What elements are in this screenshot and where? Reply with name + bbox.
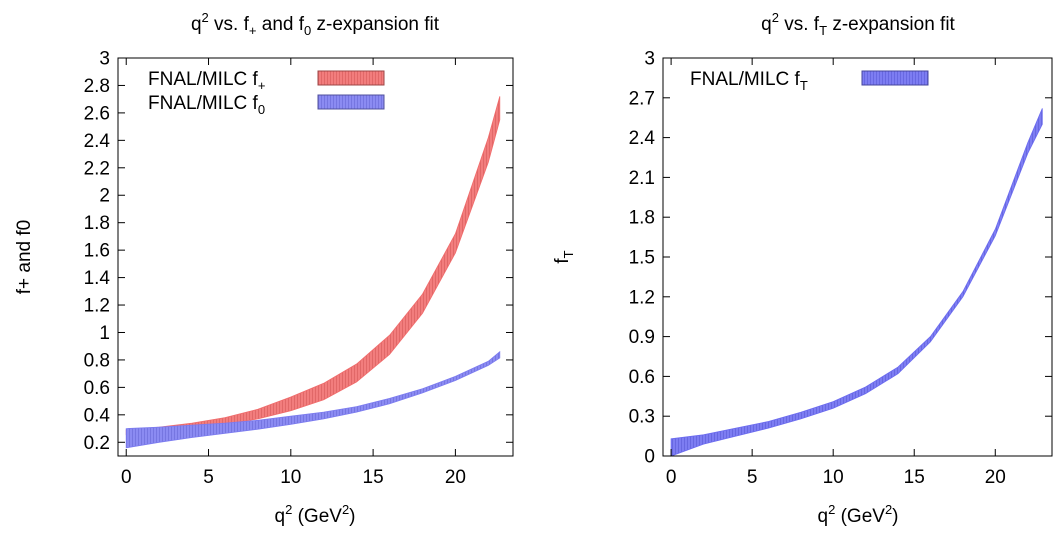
y-tick-label: 0.6 xyxy=(84,378,110,399)
x-axis-label-text: ) xyxy=(349,506,355,527)
chart-panel-1: 0.2 0.4 0.6 0.8 1 1.2 1.4 1.6 1.8 2 2.2 2.4 2.6 2.8 3 0… xyxy=(14,10,513,527)
x-axis-label-text: (GeV xyxy=(835,506,885,527)
x-axis-label-superscript: 2 xyxy=(285,502,292,517)
y-axis-label: f+ and f0 xyxy=(14,220,35,294)
legend-label: FNAL/MILC f+ xyxy=(148,69,265,93)
chart-title-text: and f xyxy=(256,14,304,35)
y-tick-label: 2.8 xyxy=(84,76,110,97)
series-band-1 xyxy=(671,108,1042,456)
chart-title-superscript: 2 xyxy=(202,10,209,25)
y-tick-label: 1.2 xyxy=(84,296,110,317)
y-tick-label: 2.6 xyxy=(84,103,110,124)
y-tick-label: 1.2 xyxy=(629,287,655,308)
legend-label-subscript: 0 xyxy=(258,102,265,117)
y-tick-label: 1 xyxy=(99,323,110,344)
chart-title-subscript: + xyxy=(249,23,257,38)
x-tick-label: 0 xyxy=(666,467,677,488)
legend-label-subscript: T xyxy=(800,78,808,93)
y-tick-label: 2.2 xyxy=(84,158,110,179)
legend-label-subscript: + xyxy=(258,78,266,93)
legend-label-text: FNAL/MILC f xyxy=(690,69,801,90)
x-tick-label: 5 xyxy=(203,467,214,488)
chart-title-text: z-expansion fit xyxy=(311,14,440,35)
y-tick-label: 2.7 xyxy=(629,88,655,109)
x-axis-label: q2 (GeV2) xyxy=(275,502,356,527)
y-tick-label: 0.6 xyxy=(629,367,655,388)
x-axis-label: q2 (GeV2) xyxy=(818,502,899,527)
y-tick-label: 2.1 xyxy=(629,168,655,189)
chart-title-text: z-expansion fit xyxy=(827,14,956,35)
legend-swatch xyxy=(318,95,384,109)
y-tick-label: 0 xyxy=(644,447,655,468)
x-axis-label-text: (GeV xyxy=(292,506,342,527)
y-tick-label: 1.6 xyxy=(84,241,110,262)
legend-label: FNAL/MILC fT xyxy=(690,69,808,93)
y-tick-label: 2.4 xyxy=(84,131,111,152)
x-axis-label-superscript: 2 xyxy=(828,502,835,517)
x-tick-label: 20 xyxy=(445,467,466,488)
y-tick-label: 2.4 xyxy=(629,128,656,149)
chart-title: q2 vs. fT z-expansion fit xyxy=(761,10,955,38)
x-tick-label: 15 xyxy=(904,467,925,488)
legend-swatch xyxy=(318,71,384,85)
chart-title: q2 vs. f+ and f0 z-expansion fit xyxy=(191,10,440,38)
y-axis-label-subscript: T xyxy=(561,250,576,258)
y-tick-label: 0.4 xyxy=(84,405,111,426)
y-tick-label: 1.5 xyxy=(629,248,655,269)
x-tick-label: 10 xyxy=(280,467,301,488)
chart-panel-2: 0 0.3 0.6 0.9 1.2 1.5 1.8 2.1 2.4 2.7 3 0 5 10 15 20 q2 … xyxy=(552,10,1052,527)
y-axis-label: fT xyxy=(552,250,576,263)
y-tick-label: 0.9 xyxy=(629,327,655,348)
y-tick-label: 2 xyxy=(99,186,110,207)
legend-label-text: FNAL/MILC f xyxy=(148,93,259,114)
x-tick-label: 20 xyxy=(985,467,1006,488)
x-axis-label-superscript: 2 xyxy=(342,502,349,517)
chart-title-text: vs. f xyxy=(779,14,820,35)
y-tick-label: 1.4 xyxy=(84,268,111,289)
x-tick-label: 15 xyxy=(363,467,384,488)
y-tick-label: 0.2 xyxy=(84,433,110,454)
legend-label-text: FNAL/MILC f xyxy=(148,69,259,90)
y-tick-label: 3 xyxy=(99,49,110,70)
chart-title-subscript: T xyxy=(819,23,827,38)
chart-title-text: vs. f xyxy=(209,14,250,35)
legend-swatch xyxy=(862,71,928,85)
x-tick-label: 10 xyxy=(823,467,844,488)
chart-title-subscript: 0 xyxy=(304,23,311,38)
x-axis-label-text: q xyxy=(275,506,286,527)
y-tick-label: 3 xyxy=(644,49,655,70)
x-axis-label-superscript: 2 xyxy=(885,502,892,517)
y-tick-label: 1.8 xyxy=(629,208,655,229)
x-axis-label-text: q xyxy=(818,506,829,527)
y-tick-label: 0.3 xyxy=(629,407,655,428)
y-tick-label: 0.8 xyxy=(84,350,110,371)
x-axis-label-text: ) xyxy=(892,506,898,527)
x-tick-label: 5 xyxy=(747,467,758,488)
chart-title-text: q xyxy=(761,14,772,35)
legend-label: FNAL/MILC f0 xyxy=(148,93,265,117)
chart-title-superscript: 2 xyxy=(772,10,779,25)
y-tick-label: 1.8 xyxy=(84,213,110,234)
chart-title-text: q xyxy=(191,14,202,35)
x-tick-label: 0 xyxy=(121,467,132,488)
